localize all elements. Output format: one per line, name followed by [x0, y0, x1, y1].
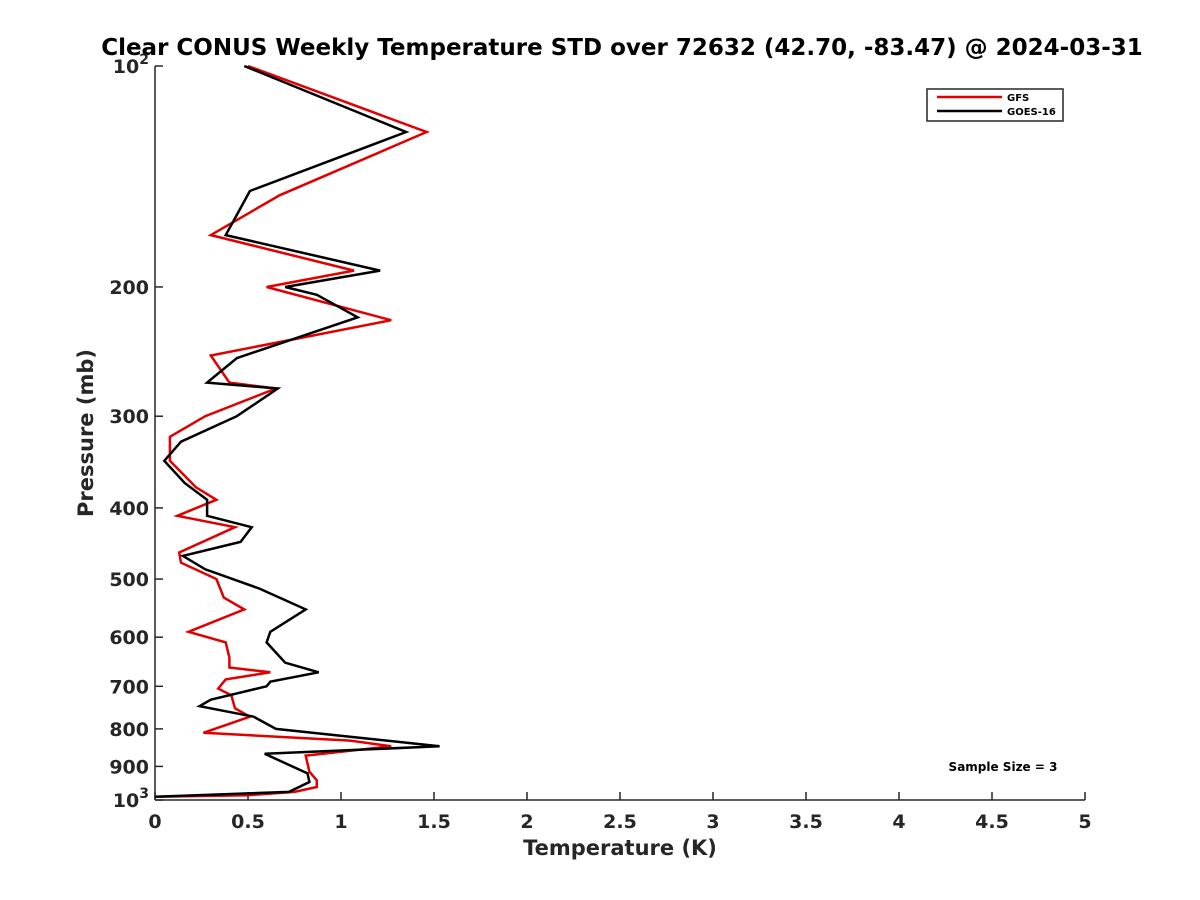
x-tick-label: 3.5: [789, 811, 823, 833]
x-tick-label: 4.5: [975, 811, 1009, 833]
x-tick-label: 1: [334, 811, 347, 833]
y-tick-label: 200: [109, 277, 149, 299]
sample-size-annotation: Sample Size = 3: [949, 760, 1058, 774]
y-axis-label: Pressure (mb): [74, 349, 98, 517]
legend-box: [926, 88, 1064, 122]
legend-label-goes16: GOES-16: [1007, 107, 1056, 118]
series-line-goes16: [154, 64, 440, 799]
y-tick-label: 103: [113, 786, 149, 812]
x-tick-label: 2.5: [603, 811, 637, 833]
plot-lines: [154, 64, 440, 799]
x-tick-label: 2: [520, 811, 533, 833]
x-tick-label: 5: [1078, 811, 1091, 833]
x-axis-label: Temperature (K): [523, 836, 717, 860]
legend-label-gfs: GFS: [1007, 93, 1029, 104]
y-tick-label: 500: [109, 569, 149, 591]
x-axis: 0 0.5 1 1.5 2 2.5 3 3.5 4 4.5 5: [148, 792, 1092, 833]
legend: GFS GOES-16: [926, 88, 1064, 122]
y-tick-label: 700: [109, 676, 149, 698]
x-tick-label: 1.5: [417, 811, 451, 833]
y-axis: 102 200 300 400 500 600 700 800 900 103: [109, 52, 163, 812]
y-tick-label: 300: [109, 406, 149, 428]
y-tick-label: 600: [109, 627, 149, 649]
x-tick-label: 4: [892, 811, 905, 833]
y-tick-label: 102: [113, 52, 149, 78]
chart-title: Clear CONUS Weekly Temperature STD over …: [101, 35, 1143, 61]
x-tick-label: 3: [706, 811, 719, 833]
y-tick-label: 800: [109, 719, 149, 741]
x-tick-label: 0: [148, 811, 161, 833]
y-tick-label: 400: [109, 498, 149, 520]
y-tick-label: 900: [109, 756, 149, 778]
x-tick-label: 0.5: [231, 811, 265, 833]
